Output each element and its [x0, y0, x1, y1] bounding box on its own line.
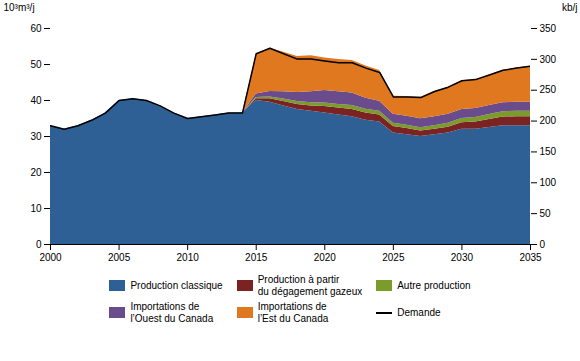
- svg-text:2015: 2015: [245, 252, 268, 263]
- svg-text:2035: 2035: [519, 252, 542, 263]
- svg-text:2025: 2025: [382, 252, 405, 263]
- html-text:Production à partir du dégagem: Production à partir du dégagement gazeux: [257, 274, 363, 297]
- svg-text:2010: 2010: [177, 252, 200, 263]
- svg-text:30: 30: [30, 131, 42, 142]
- svg-text:2005: 2005: [108, 252, 131, 263]
- html-text:Autre production: Autre production: [397, 279, 471, 291]
- svg-text:50: 50: [30, 59, 42, 70]
- svg-text:10: 10: [30, 203, 42, 214]
- html-text:Importations de l’Est du Canad: Importations de l’Est du Canada: [257, 301, 329, 324]
- svg-text:10³m³/j: 10³m³/j: [4, 2, 35, 13]
- svg-text:40: 40: [30, 95, 42, 106]
- svg-text:350: 350: [540, 23, 557, 34]
- svg-text:100: 100: [540, 177, 557, 188]
- svg-text:0: 0: [36, 239, 42, 250]
- svg-text:2000: 2000: [39, 252, 62, 263]
- html-text:Demande: Demande: [397, 306, 441, 318]
- html-text:Importations de l’Ouest du Can: Importations de l’Ouest du Canada: [130, 301, 214, 324]
- svg-text:0: 0: [540, 239, 546, 250]
- svg-text:60: 60: [30, 23, 42, 34]
- svg-text:kb/j: kb/j: [562, 2, 578, 13]
- html-text:Production classique: Production classique: [130, 279, 223, 291]
- svg-text:2020: 2020: [314, 252, 337, 263]
- svg-text:300: 300: [540, 54, 557, 65]
- svg-text:250: 250: [540, 84, 557, 95]
- svg-text:2030: 2030: [451, 252, 474, 263]
- svg-text:50: 50: [540, 208, 552, 219]
- svg-text:20: 20: [30, 167, 42, 178]
- svg-text:150: 150: [540, 146, 557, 157]
- svg-text:200: 200: [540, 115, 557, 126]
